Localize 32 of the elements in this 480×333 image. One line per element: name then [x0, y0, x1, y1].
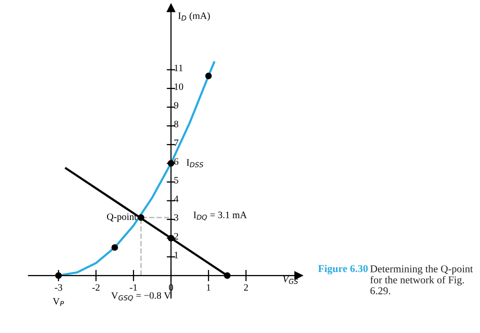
point	[111, 244, 118, 251]
point	[55, 272, 62, 279]
annotation: Q-point	[106, 213, 137, 222]
x-tick-label: -1	[130, 284, 137, 291]
y-tick-label: 4	[174, 196, 178, 202]
y-tick-label: 10	[174, 83, 184, 90]
y-tick-label: 7	[174, 140, 178, 146]
caption: Figure 6.30	[318, 264, 368, 274]
point	[168, 234, 174, 242]
y-tick-label: 6	[174, 158, 178, 165]
y-tick-label: 8	[174, 120, 178, 128]
annotation: I$_{DQ}$ = 3.1 mA	[194, 212, 247, 221]
text: Determining the Q-point for the network of Fig. 6.29.	[370, 265, 473, 294]
annotation: I$_{DSS}$	[186, 159, 204, 168]
y-tick-label: 2	[174, 233, 178, 240]
x-tick-label: -2	[92, 284, 100, 291]
y-tick-label: 9	[174, 102, 178, 109]
point	[205, 72, 212, 80]
y-tick-label: 1	[174, 252, 178, 258]
annotation: V$_{P}$	[52, 298, 64, 306]
x-tick-label: 1	[206, 284, 210, 291]
y-tick-label: 3	[174, 214, 178, 221]
y-tick-label: 11	[174, 64, 183, 72]
x-axis-title: V$_{GS}$	[283, 276, 298, 284]
point	[224, 272, 231, 279]
annotation: V$_{GSQ}$ = −0.8 V	[111, 292, 171, 302]
y-axis-title: I$_{D}$ (mA)	[178, 12, 210, 21]
y-tick-label: 5	[174, 177, 178, 184]
x-tick-label: 2	[244, 284, 248, 291]
point	[138, 214, 144, 221]
point	[168, 160, 174, 167]
x-tick-label: -3	[54, 284, 62, 291]
